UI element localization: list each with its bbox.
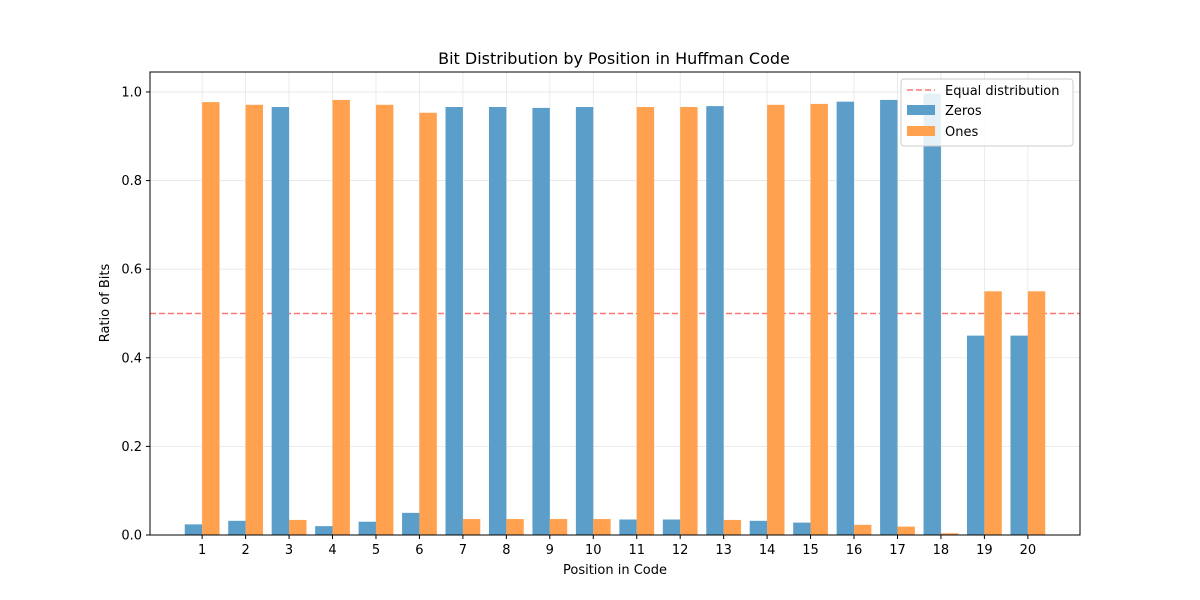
legend-swatch-ones (907, 126, 935, 136)
legend-label-equal-distribution: Equal distribution (945, 84, 1060, 99)
x-tick-label: 5 (372, 543, 380, 558)
x-tick-label: 15 (802, 543, 819, 558)
x-tick-label: 12 (672, 543, 689, 558)
bar-ones-20 (1027, 291, 1046, 535)
y-tick-label: 0.2 (121, 440, 142, 455)
bar-zeros-5 (358, 521, 376, 535)
x-tick-label: 19 (976, 543, 993, 558)
y-tick-label: 0.8 (121, 174, 142, 189)
bar-zeros-15 (793, 522, 811, 535)
bar-ones-3 (289, 519, 307, 535)
x-tick-label: 14 (759, 543, 776, 558)
x-axis-label: Position in Code (563, 563, 667, 578)
bar-zeros-19 (967, 335, 985, 535)
x-tick-label: 8 (502, 543, 510, 558)
x-tick-label: 1 (198, 543, 206, 558)
x-tick-label: 18 (933, 543, 950, 558)
bar-zeros-16 (836, 101, 855, 535)
bars (184, 93, 1046, 536)
y-tick-label: 1.0 (121, 85, 142, 100)
legend-box (900, 78, 1074, 147)
bar-ones-11 (636, 107, 655, 535)
plot-frame (149, 71, 1081, 536)
bar-ones-9 (549, 519, 568, 535)
bar-ones-1 (202, 102, 220, 535)
y-tick-label: 0.4 (121, 351, 142, 366)
legend-label-zeros: Zeros (945, 104, 982, 119)
bar-ones-18 (940, 533, 959, 535)
x-tick-label: 2 (241, 543, 249, 558)
x-tick-label: 10 (585, 543, 602, 558)
x-tick-label: 4 (328, 543, 336, 558)
y-axis-label: Ratio of Bits (98, 263, 113, 342)
chart-title: Bit Distribution by Position in Huffman … (438, 49, 790, 68)
x-tick-label: 17 (889, 543, 906, 558)
legend-label-ones: Ones (945, 125, 978, 140)
bar-ones-8 (506, 519, 524, 535)
bar-zeros-4 (315, 526, 333, 535)
bar-zeros-9 (532, 107, 550, 536)
bar-zeros-12 (662, 519, 681, 535)
bar-ones-16 (854, 524, 872, 535)
bar-ones-10 (593, 519, 611, 535)
x-tick-label: 13 (715, 543, 732, 558)
bar-ones-7 (462, 519, 481, 535)
y-tick-label: 0.0 (121, 529, 142, 544)
x-tick-label: 16 (846, 543, 863, 558)
bar-ones-14 (767, 104, 785, 535)
bar-zeros-10 (575, 107, 594, 535)
bar-ones-13 (723, 519, 742, 535)
bar-zeros-17 (880, 99, 898, 536)
bar-zeros-7 (445, 107, 463, 535)
bar-zeros-3 (271, 107, 290, 535)
legend: Equal distribution Zeros Ones (900, 78, 1074, 147)
bar-ones-5 (375, 104, 394, 535)
bar-ones-6 (419, 112, 437, 535)
bar-zeros-14 (749, 520, 768, 535)
x-tick-label: 7 (459, 543, 467, 558)
bar-zeros-1 (184, 524, 203, 535)
x-tick-label: 9 (546, 543, 554, 558)
bar-ones-2 (245, 104, 263, 535)
bar-zeros-6 (402, 512, 420, 535)
bar-ones-4 (332, 99, 350, 536)
bar-zeros-8 (488, 107, 507, 535)
bar-zeros-13 (706, 106, 724, 536)
x-tick-label: 3 (285, 543, 293, 558)
bar-ones-12 (680, 107, 698, 535)
x-tick-label: 11 (628, 543, 645, 558)
bar-ones-19 (984, 291, 1002, 535)
bar-zeros-2 (228, 520, 246, 535)
y-tick-label: 0.6 (121, 263, 142, 278)
x-tick-label: 20 (1020, 543, 1037, 558)
bar-ones-15 (810, 103, 828, 535)
axis-ticks: 0.00.20.40.60.81.01 2 3 4 5 6 7 8 9 10 11 12 13 14 15 1… (121, 85, 1036, 558)
bar-ones-17 (897, 526, 915, 535)
legend-swatch-zeros (907, 105, 935, 115)
x-tick-label: 6 (415, 543, 423, 558)
bar-zeros-11 (619, 519, 637, 535)
bar-zeros-20 (1010, 335, 1028, 535)
bar-zeros-18 (923, 93, 941, 535)
